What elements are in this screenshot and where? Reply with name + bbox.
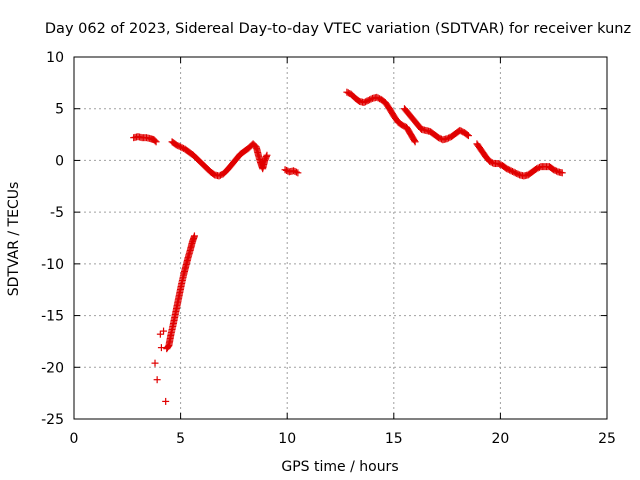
data-point	[463, 131, 471, 139]
data-point	[151, 359, 159, 367]
y-tick-label: -25	[41, 412, 64, 428]
data-point	[464, 132, 472, 140]
y-tick-label: -10	[41, 257, 64, 273]
data-point	[156, 330, 164, 338]
plot-frame	[73, 56, 608, 420]
data-point	[263, 151, 271, 159]
y-tick-label: 0	[55, 153, 64, 169]
data-point	[411, 138, 419, 146]
y-axis-label: SDTVAR / TECUs	[6, 182, 22, 297]
data-point	[152, 138, 160, 146]
x-tick-label: 25	[598, 431, 616, 447]
x-axis-label: GPS time / hours	[281, 459, 398, 475]
y-tick-label: -5	[50, 205, 64, 221]
data-point	[294, 169, 302, 177]
data-point	[162, 397, 170, 405]
data-point	[153, 376, 161, 384]
grid	[74, 57, 607, 419]
data-points	[130, 88, 566, 405]
data-point	[151, 137, 159, 145]
y-tick-label: 5	[55, 102, 64, 118]
x-tick-label: 15	[385, 431, 403, 447]
data-point	[157, 344, 165, 352]
y-tick-label: 10	[46, 50, 64, 66]
chart-title: Day 062 of 2023, Sidereal Day-to-day VTE…	[45, 21, 631, 37]
axis-ticks: 0 5 10 15 20 25 -25 -20 -15 -10 -5 0 5 10	[41, 50, 616, 447]
y-tick-label: -20	[41, 360, 64, 376]
x-tick-label: 0	[70, 431, 79, 447]
data-point	[292, 168, 300, 176]
data-point	[410, 137, 418, 145]
x-tick-label: 10	[278, 431, 296, 447]
y-tick-label: -15	[41, 309, 64, 325]
data-point	[190, 232, 198, 240]
data-point	[160, 327, 168, 335]
data-point	[558, 169, 566, 177]
x-tick-label: 20	[491, 431, 509, 447]
x-tick-label: 5	[176, 431, 185, 447]
